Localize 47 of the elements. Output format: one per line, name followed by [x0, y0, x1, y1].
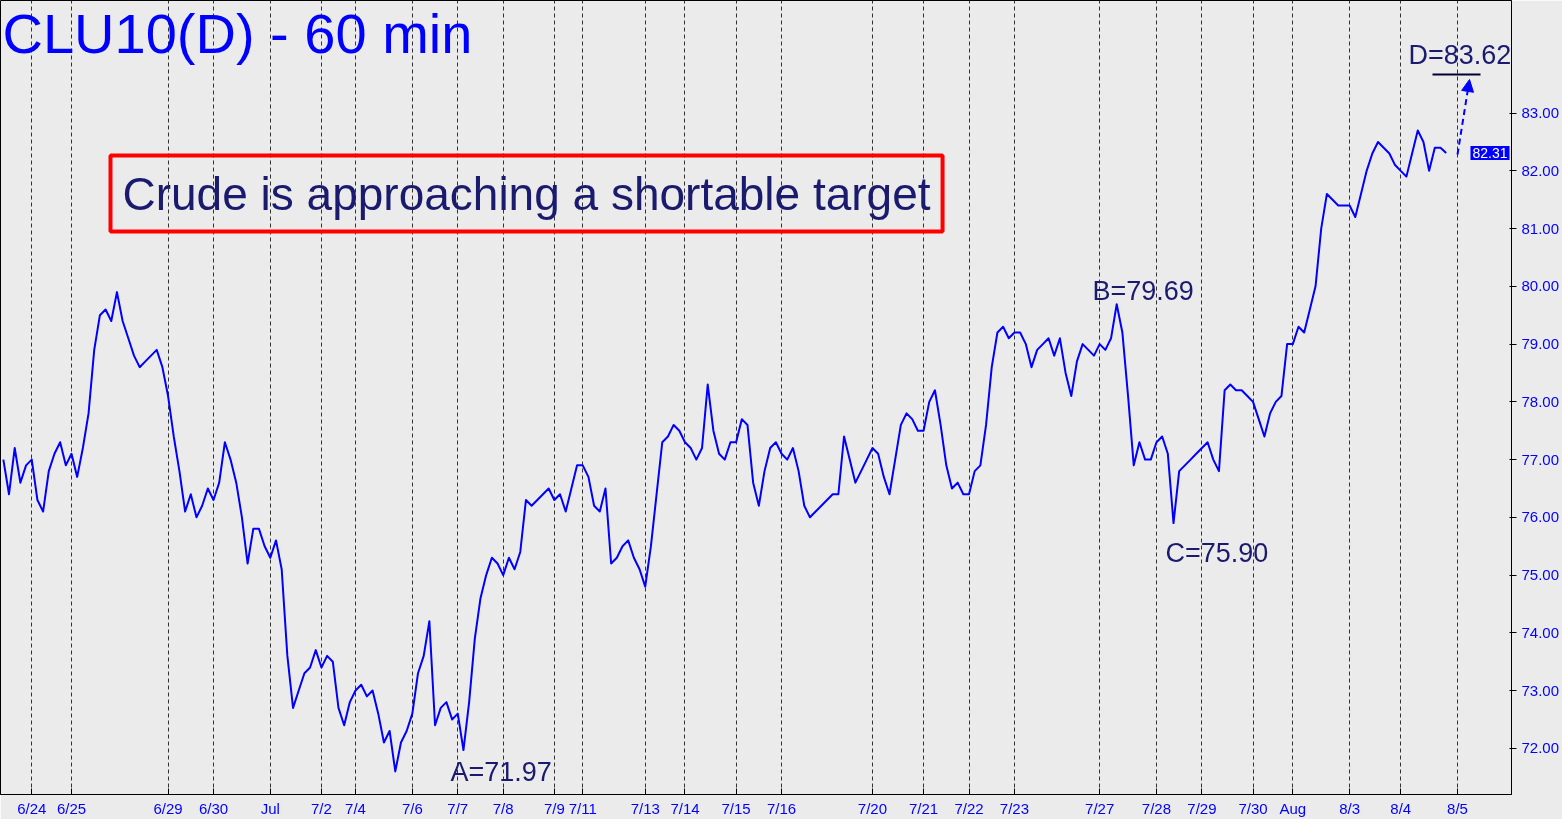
x-tick-label: 7/22: [954, 799, 984, 817]
x-tick-label: 7/6: [401, 799, 423, 817]
x-tick-label: 6/25: [56, 799, 87, 817]
x-tick-label: 7/30: [1238, 799, 1268, 817]
x-tick-label: 7/9: [543, 799, 565, 817]
x-tick-label: 7/15: [721, 799, 751, 817]
x-tick-label: 7/11: [568, 799, 597, 817]
y-tick-label: 72.00: [1521, 739, 1560, 757]
x-tick-label: 7/29: [1187, 799, 1217, 817]
x-tick-label: 7/13: [630, 799, 660, 817]
x-tick-label: 7/7: [447, 799, 469, 817]
x-tick-label: 7/16: [766, 799, 797, 817]
x-tick-label: 7/28: [1141, 799, 1172, 817]
annotation: B=79.69: [1092, 275, 1194, 306]
x-tick-label: 7/8: [492, 799, 514, 817]
x-tick-label: 6/24: [17, 799, 47, 817]
annotation: A=71.97: [450, 756, 552, 787]
y-tick-label: 77.00: [1521, 450, 1560, 468]
y-tick-label: 82.00: [1521, 161, 1560, 179]
y-tick-label: 80.00: [1521, 277, 1560, 295]
x-tick-label: 7/23: [999, 799, 1030, 817]
annotation: D=83.62: [1408, 39, 1512, 70]
x-tick-label: 7/4: [345, 799, 366, 817]
x-tick-label: 6/30: [198, 799, 229, 817]
x-tick-label: Jul: [260, 799, 280, 817]
annotation: C=75.90: [1165, 537, 1269, 568]
x-tick-label: 8/3: [1339, 799, 1361, 817]
x-tick-label: 7/21: [908, 799, 939, 817]
x-tick-label: 8/5: [1447, 799, 1468, 817]
annotation: 82.31: [1472, 144, 1508, 161]
annotation: Crude is approaching a shortable target: [122, 167, 931, 220]
y-tick-label: 79.00: [1521, 335, 1560, 353]
x-tick-label: 8/4: [1390, 799, 1412, 817]
y-tick-label: 74.00: [1521, 623, 1560, 641]
y-tick-label: 75.00: [1521, 566, 1560, 584]
x-tick-label: Aug: [1279, 799, 1307, 817]
y-tick-label: 76.00: [1521, 508, 1560, 526]
y-tick-label: 83.00: [1521, 104, 1560, 122]
y-tick-label: 78.00: [1521, 392, 1560, 410]
x-tick-label: 7/27: [1085, 799, 1115, 817]
x-tick-label: 6/29: [153, 799, 183, 817]
y-tick-label: 81.00: [1521, 219, 1560, 237]
x-tick-label: 7/2: [311, 799, 332, 817]
chart-title: CLU10(D) - 60 min: [2, 1, 473, 65]
x-tick-label: 7/14: [670, 799, 700, 817]
y-tick-label: 73.00: [1521, 681, 1560, 699]
x-tick-label: 7/20: [857, 799, 888, 817]
